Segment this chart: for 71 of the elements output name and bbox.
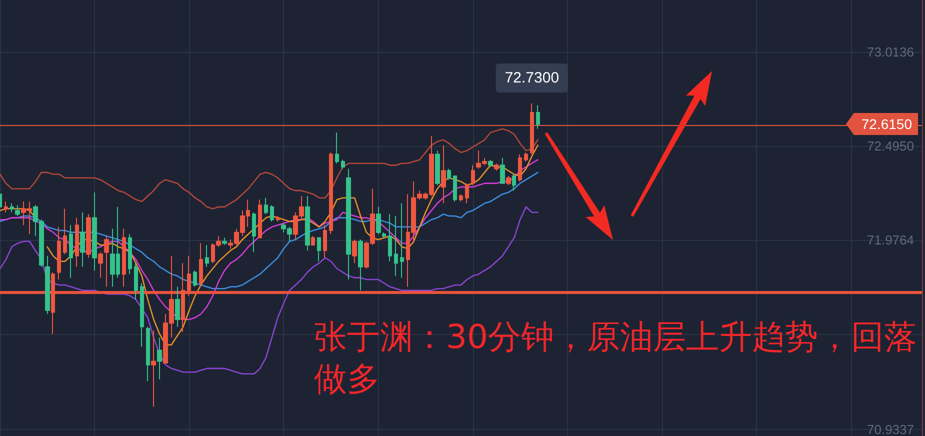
candlestick	[441, 144, 446, 204]
candlestick	[128, 234, 132, 275]
candlestick	[471, 164, 475, 186]
candlestick	[193, 270, 197, 288]
candlestick	[488, 159, 493, 168]
candlestick	[305, 196, 310, 251]
candlestick	[140, 282, 144, 348]
candlestick	[341, 159, 345, 170]
candlestick	[329, 152, 333, 235]
candlestick	[151, 330, 156, 408]
candlestick	[69, 224, 73, 278]
candlestick	[530, 102, 534, 155]
candlestick	[524, 152, 528, 162]
y-tick-label: 70.9337	[867, 422, 914, 436]
candlestick	[494, 162, 499, 172]
candlestick	[222, 237, 227, 246]
candlestick	[4, 200, 8, 213]
candlestick	[45, 255, 50, 315]
candlestick	[98, 252, 103, 278]
candlestick	[252, 212, 256, 253]
ref-line-label: 72.6150	[854, 113, 918, 136]
candlestick	[92, 192, 97, 271]
candlestick	[388, 214, 392, 262]
candlestick	[394, 215, 398, 276]
y-tick-label: 73.0136	[867, 44, 914, 60]
candlestick	[346, 168, 351, 280]
candlestick	[104, 235, 109, 288]
candlestick	[264, 197, 268, 215]
candlestick	[157, 337, 162, 380]
candlestick	[536, 104, 540, 130]
candlestick	[465, 182, 469, 204]
line-series	[0, 159, 538, 320]
candlestick	[146, 326, 150, 382]
candlestick	[352, 239, 357, 264]
line-series	[0, 128, 538, 210]
candlestick	[80, 212, 85, 268]
candlestick	[122, 228, 126, 288]
y-tick-label: 72.4950	[867, 138, 914, 154]
candlestick	[276, 215, 280, 222]
candlestick	[376, 206, 381, 235]
candlestick	[75, 217, 79, 268]
y-tick-label: 71.9764	[867, 232, 914, 248]
candlestick	[400, 202, 404, 278]
candlestick	[323, 224, 327, 258]
candlestick	[270, 204, 274, 222]
candlestick	[435, 150, 440, 186]
candlestick	[453, 176, 457, 202]
candlestick	[15, 204, 20, 216]
candlestick	[382, 232, 386, 238]
candlestick	[512, 174, 516, 192]
candlestick	[335, 132, 339, 164]
candlestick	[518, 154, 522, 182]
candlestick	[358, 239, 363, 291]
candlestick	[258, 199, 262, 238]
annotation: 72.7300	[504, 69, 560, 86]
candlestick	[134, 262, 138, 300]
candlestick	[317, 237, 321, 262]
candlestick	[459, 194, 463, 202]
candlestick	[10, 202, 14, 213]
candlestick	[447, 168, 451, 180]
candlestick	[500, 157, 505, 184]
candlestick	[506, 176, 511, 186]
candlestick	[63, 208, 67, 255]
candlestick	[199, 242, 203, 288]
annotation: 张于渊：30分钟，原油层上升趋势，回落做多	[314, 316, 918, 400]
candlestick	[311, 235, 315, 246]
line-series	[0, 172, 538, 290]
candlestick	[57, 226, 61, 280]
candlestick	[86, 214, 91, 258]
candlestick	[175, 286, 180, 328]
candlestick	[205, 244, 209, 268]
